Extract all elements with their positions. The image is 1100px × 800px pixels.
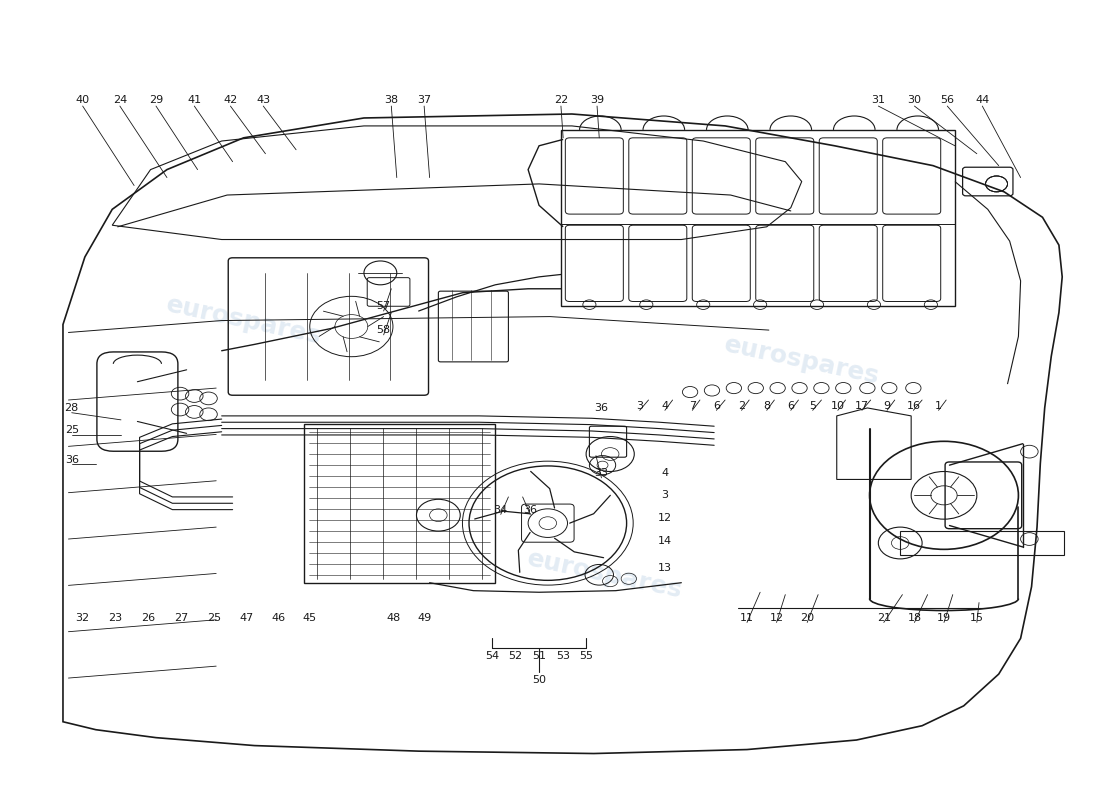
Text: 25: 25 (65, 425, 79, 435)
Text: 29: 29 (148, 94, 163, 105)
Text: 39: 39 (590, 94, 604, 105)
Text: 11: 11 (740, 614, 754, 623)
Text: 27: 27 (174, 614, 188, 623)
Text: 36: 36 (524, 505, 537, 514)
Text: 22: 22 (553, 94, 568, 105)
Text: 8: 8 (763, 401, 770, 410)
Text: 54: 54 (485, 651, 499, 661)
Text: 52: 52 (508, 651, 522, 661)
Text: 30: 30 (908, 94, 922, 105)
Text: 2: 2 (738, 401, 745, 410)
Text: 45: 45 (302, 614, 317, 623)
Text: 13: 13 (658, 563, 672, 574)
Text: 51: 51 (532, 651, 546, 661)
Text: 33: 33 (594, 468, 608, 478)
Text: 37: 37 (417, 94, 431, 105)
Text: 12: 12 (770, 614, 783, 623)
Text: 38: 38 (384, 94, 398, 105)
Text: 1: 1 (935, 401, 942, 410)
Text: 36: 36 (594, 403, 608, 413)
Text: 4: 4 (661, 468, 669, 478)
Text: 58: 58 (376, 325, 390, 335)
Text: 4: 4 (661, 401, 669, 410)
Text: 40: 40 (76, 94, 90, 105)
Text: 7: 7 (689, 401, 696, 410)
Text: 17: 17 (855, 401, 869, 410)
Text: 36: 36 (65, 454, 79, 465)
Text: 31: 31 (871, 94, 886, 105)
Text: 49: 49 (417, 614, 431, 623)
Text: 56: 56 (940, 94, 955, 105)
Text: 6: 6 (788, 401, 794, 410)
Text: 25: 25 (207, 614, 221, 623)
Text: 23: 23 (109, 614, 122, 623)
Text: 47: 47 (240, 614, 254, 623)
Text: 55: 55 (579, 651, 593, 661)
Text: 26: 26 (141, 614, 155, 623)
Text: eurospares: eurospares (525, 546, 684, 603)
Text: 20: 20 (800, 614, 814, 623)
Text: 32: 32 (76, 614, 90, 623)
Text: 3: 3 (636, 401, 644, 410)
Text: 14: 14 (658, 537, 672, 546)
Text: 53: 53 (557, 651, 570, 661)
Text: eurospares: eurospares (164, 292, 323, 349)
Text: 34: 34 (494, 505, 508, 514)
Text: 43: 43 (256, 94, 271, 105)
Text: 48: 48 (386, 614, 400, 623)
Text: 28: 28 (65, 403, 79, 413)
Text: 3: 3 (661, 490, 669, 500)
Text: 42: 42 (223, 94, 238, 105)
Text: 15: 15 (970, 614, 983, 623)
Text: 24: 24 (113, 94, 127, 105)
Text: 9: 9 (883, 401, 891, 410)
Text: 6: 6 (713, 401, 719, 410)
Text: 50: 50 (532, 674, 546, 685)
Text: 5: 5 (810, 401, 816, 410)
Text: 16: 16 (906, 401, 921, 410)
Text: 10: 10 (830, 401, 845, 410)
Text: 57: 57 (376, 302, 390, 311)
Text: 41: 41 (187, 94, 201, 105)
Text: 44: 44 (976, 94, 989, 105)
Text: 21: 21 (877, 614, 891, 623)
Text: 18: 18 (908, 614, 922, 623)
Text: eurospares: eurospares (722, 332, 881, 389)
Text: 12: 12 (658, 513, 672, 522)
Text: 19: 19 (937, 614, 952, 623)
Text: 46: 46 (272, 614, 286, 623)
